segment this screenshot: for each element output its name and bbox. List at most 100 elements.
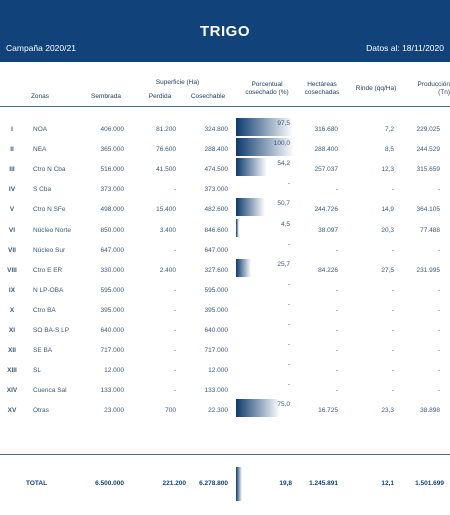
table-row: III Ctro N Cba 516.000 41.500 474.500 257.037… xyxy=(0,158,450,182)
cell-sembrada: 365.000 xyxy=(100,146,125,154)
table-row: XIV Cuenca Sal 133.000 - 133.000 - - - - xyxy=(0,381,450,403)
cell-prod: 229.025 xyxy=(416,126,441,133)
cell-cosechable: 22.300 xyxy=(208,407,228,415)
cell-cosechable: 373.000 xyxy=(204,186,229,194)
cell-pct: 97,5 xyxy=(277,120,290,127)
cell-hect: - xyxy=(335,387,338,395)
cell-perdida: 700 xyxy=(165,407,176,415)
cell-zona: SL xyxy=(33,367,41,375)
cell-sembrada: 12.000 xyxy=(104,367,124,375)
produccion-header-line2: (Tn) xyxy=(438,89,450,96)
table-row: IV S Cba 373.000 - 373.000 - - - - xyxy=(0,180,450,202)
cell-sembrada: 850.000 xyxy=(100,226,125,234)
cell-perdida: - xyxy=(173,186,176,194)
cell-num: III xyxy=(9,166,15,174)
cell-num: VI xyxy=(8,226,16,234)
cell-cosechable: 717.000 xyxy=(204,347,229,355)
cell-hect: 316.680 xyxy=(314,126,339,133)
pct-bar xyxy=(236,198,266,217)
cell-rinde: 12,3 xyxy=(381,166,394,174)
cell-prod: 231.995 xyxy=(416,266,441,274)
cell-num: XI xyxy=(8,327,16,334)
cell-sembrada: 23.000 xyxy=(104,407,124,415)
cell-prod: 315.659 xyxy=(416,166,441,174)
cell-perdida: - xyxy=(173,327,176,334)
cell-pct: - xyxy=(287,341,290,349)
cell-cosechable: 288.400 xyxy=(204,146,229,154)
cell-num: IX xyxy=(8,286,16,294)
pct-bar-wrap xyxy=(236,399,294,418)
cell-pct: 4,5 xyxy=(280,220,290,228)
cell-num: X xyxy=(9,306,15,314)
cell-num: XV xyxy=(7,407,17,415)
sembrada-header: Sembrada xyxy=(91,93,121,100)
cell-perdida: - xyxy=(173,306,176,314)
pct-bar xyxy=(236,399,280,418)
cell-zona: NOA xyxy=(33,126,48,133)
cell-zona: SE BA xyxy=(33,347,53,355)
hectareas-header-line1: Hectáreas xyxy=(307,81,337,88)
cell-rinde: - xyxy=(391,387,394,395)
cell-pct: 54,2 xyxy=(277,160,290,168)
header-divider xyxy=(0,106,450,107)
total-pct-bar-wrap xyxy=(236,467,294,501)
cell-zona: Ctro E ER xyxy=(33,266,63,274)
cell-rinde: - xyxy=(391,186,394,194)
cell-hect: - xyxy=(335,306,338,314)
cell-prod: - xyxy=(437,367,440,375)
cell-cosechable: 640.000 xyxy=(204,327,229,334)
table-row: XIII SL 12.000 - 12.000 - - - - xyxy=(0,361,450,383)
cell-rinde: 23,3 xyxy=(381,407,394,415)
cell-cosechable: 474.500 xyxy=(204,166,229,174)
total-prod: 1.501.699 xyxy=(415,480,444,487)
cell-sembrada: 133.000 xyxy=(100,387,125,395)
total-hect: 1.245.891 xyxy=(309,480,338,487)
total-rinde: 12,1 xyxy=(381,480,394,487)
cell-sembrada: 647.000 xyxy=(100,246,125,254)
cell-hect: - xyxy=(335,186,338,194)
campaign-label: Campaña 2020/21 xyxy=(6,43,76,53)
cell-hect: 16.725 xyxy=(318,407,338,415)
table-row: XV Otras 23.000 700 22.300 16.725 23,3 38.898 75… xyxy=(0,399,450,423)
pct-bar xyxy=(236,138,294,157)
cell-perdida: 41.500 xyxy=(156,166,176,174)
cell-hect: 84.226 xyxy=(318,266,338,274)
cell-rinde: 7,2 xyxy=(384,126,394,133)
cell-num: V xyxy=(9,206,15,214)
cell-sembrada: 717.000 xyxy=(100,347,125,355)
cell-rinde: - xyxy=(391,286,394,294)
cell-sembrada: 498.000 xyxy=(100,206,125,214)
cell-prod: - xyxy=(437,186,440,194)
pct-bar-wrap xyxy=(236,138,294,157)
rinde-header: Rinde (qq/Ha) xyxy=(355,85,397,92)
table-row: X Ctro BA 395.000 - 395.000 - - - - xyxy=(0,300,450,323)
cell-perdida: 76.600 xyxy=(156,146,176,154)
cell-sembrada: 640.000 xyxy=(100,327,125,334)
cell-num: VIII xyxy=(7,266,17,274)
cell-pct: - xyxy=(287,300,290,308)
cell-hect: - xyxy=(335,367,338,375)
porcentual-header-line2: cosechado (%) xyxy=(245,89,289,96)
cell-hect: 38.097 xyxy=(318,226,338,234)
table-row: VIII Ctro E ER 330.000 2.400 327.600 84.226 27… xyxy=(0,258,450,283)
cell-pct: - xyxy=(287,321,290,328)
cell-zona: N LP-OBA xyxy=(33,286,64,294)
page-title: TRIGO xyxy=(200,23,250,40)
cell-zona: Núcleo Norte xyxy=(33,226,71,234)
cell-rinde: 14,9 xyxy=(381,206,394,214)
pct-bar-wrap xyxy=(236,258,294,277)
cell-sembrada: 373.000 xyxy=(100,186,125,194)
cell-cosechable: 482.600 xyxy=(204,206,229,214)
table-row: V Ctro N SFe 498.000 15.400 482.600 244.726 14… xyxy=(0,198,450,222)
cell-prod: - xyxy=(437,286,440,294)
total-perdida: 221.200 xyxy=(162,480,187,487)
cell-zona: Ctro BA xyxy=(33,306,56,314)
cell-cosechable: 327.600 xyxy=(204,266,229,274)
cell-perdida: 2.400 xyxy=(159,266,176,274)
cell-perdida: 15.400 xyxy=(156,206,176,214)
cell-zona: Núcleo Sur xyxy=(33,246,66,254)
pct-bar xyxy=(236,218,239,237)
cell-sembrada: 330.000 xyxy=(100,266,125,274)
zonas-header: Zonas xyxy=(30,93,50,100)
table-row: XII SE BA 717.000 - 717.000 - - - - xyxy=(0,341,450,363)
